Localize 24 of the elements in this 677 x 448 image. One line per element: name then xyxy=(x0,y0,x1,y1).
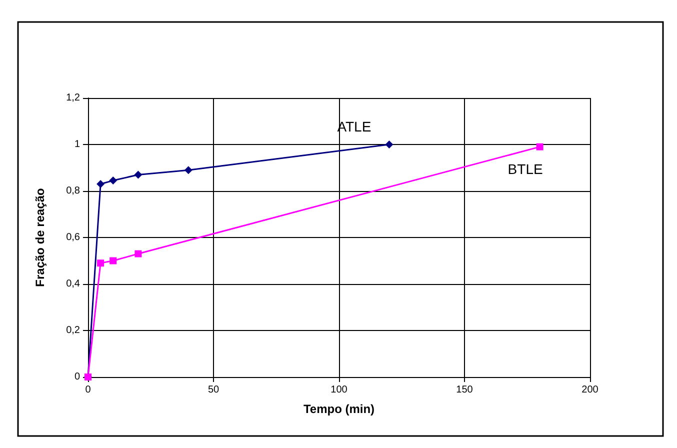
point xyxy=(536,143,544,150)
y-axis-title: Fração de reação xyxy=(33,188,47,287)
x-tick-label: 150 xyxy=(456,384,474,396)
x-tick-label: 100 xyxy=(330,384,348,396)
point xyxy=(134,170,142,179)
x-tick-label: 0 xyxy=(85,384,92,396)
y-tick-label: 0,8 xyxy=(66,186,80,196)
x-tick-label: 50 xyxy=(208,384,220,396)
y-tick-label: 1,2 xyxy=(66,92,80,104)
point xyxy=(97,260,104,267)
point xyxy=(109,176,118,185)
y-tick-label: 0 xyxy=(74,372,80,382)
point xyxy=(110,257,117,264)
series-label: BTLE xyxy=(508,160,543,177)
y-tick-label: 0,6 xyxy=(66,232,80,243)
x-tick-label: 200 xyxy=(582,384,599,396)
point xyxy=(134,250,142,258)
x-axis-title: Tempo (min) xyxy=(303,402,375,416)
y-tick-label: 0,2 xyxy=(66,325,80,336)
y-tick-label: 0,4 xyxy=(66,278,80,290)
point xyxy=(96,180,105,188)
point xyxy=(385,140,394,148)
y-tick-label: 1 xyxy=(74,139,80,150)
point xyxy=(184,166,192,174)
